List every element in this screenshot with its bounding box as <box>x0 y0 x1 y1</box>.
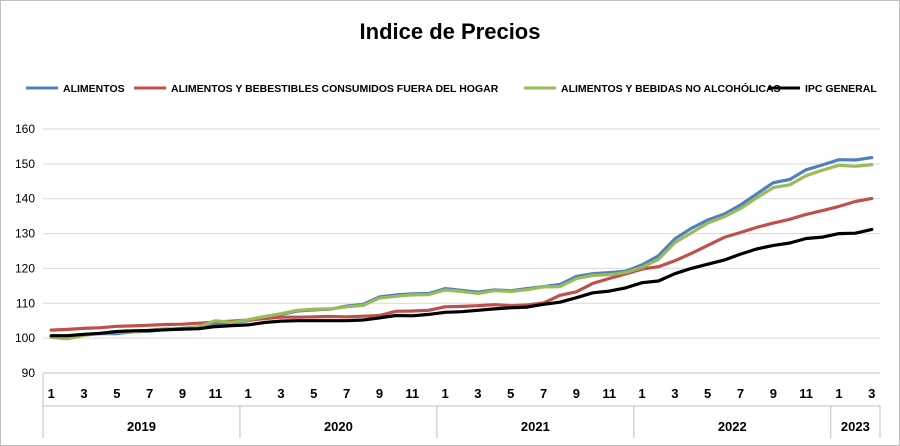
x-tick-label: 7 <box>146 386 153 401</box>
chart-title: Indice de Precios <box>360 19 541 44</box>
y-tick-label: 150 <box>15 157 35 171</box>
x-tick-label: 1 <box>835 386 842 401</box>
x-tick-label: 7 <box>540 386 547 401</box>
x-tick-label: 7 <box>343 386 350 401</box>
x-tick-label: 11 <box>799 386 813 401</box>
x-tick-label: 9 <box>376 386 383 401</box>
y-tick-label: 130 <box>15 227 35 241</box>
x-tick-label: 5 <box>507 386 514 401</box>
x-tick-label: 3 <box>277 386 284 401</box>
x-tick-label: 11 <box>602 386 616 401</box>
gridlines <box>43 128 880 339</box>
y-tick-label: 90 <box>22 366 36 380</box>
year-label: 2020 <box>324 419 353 434</box>
legend-label: ALIMENTOS Y BEBIDAS NO ALCOHÓLICAS <box>561 82 781 95</box>
y-tick-label: 110 <box>16 296 35 310</box>
x-tick-label: 9 <box>770 386 777 401</box>
year-label: 2023 <box>841 419 870 434</box>
legend-label: IPC GENERAL <box>805 83 877 95</box>
x-tick-label: 3 <box>671 386 678 401</box>
legend-label: ALIMENTOS Y BEBESTIBLES CONSUMIDOS FUERA… <box>171 83 499 95</box>
x-tick-label: 5 <box>310 386 317 401</box>
x-tick-label: 11 <box>208 386 222 401</box>
y-tick-label: 140 <box>15 192 35 206</box>
y-tick-label: 120 <box>15 261 35 275</box>
x-tick-label: 7 <box>737 386 744 401</box>
x-tick-label: 9 <box>573 386 580 401</box>
series-line <box>49 196 874 332</box>
x-tick-label: 1 <box>638 386 645 401</box>
legend: ALIMENTOS ALIMENTOS Y BEBESTIBLES CONSUMI… <box>26 82 877 95</box>
x-tick-label: 1 <box>245 386 252 401</box>
x-tick-label: 1 <box>48 386 55 401</box>
x-tick-label: 3 <box>868 386 875 401</box>
y-axis: 90 100 110 120 130 140 150 160 <box>15 122 35 380</box>
x-tick-label: 3 <box>474 386 481 401</box>
legend-label: ALIMENTOS <box>63 83 125 95</box>
x-tick-label: 5 <box>113 386 120 401</box>
year-label: 2019 <box>127 419 156 434</box>
series-line <box>49 227 874 338</box>
x-tick-label: 9 <box>179 386 186 401</box>
year-label: 2022 <box>718 419 747 434</box>
x-tick-label: 5 <box>704 386 711 401</box>
year-label: 2021 <box>521 419 550 434</box>
plot-area <box>49 156 874 341</box>
x-tick-label: 1 <box>441 386 448 401</box>
y-tick-label: 160 <box>15 122 35 136</box>
x-tick-label: 11 <box>405 386 419 401</box>
y-tick-label: 100 <box>15 331 35 345</box>
x-tick-label: 3 <box>80 386 87 401</box>
